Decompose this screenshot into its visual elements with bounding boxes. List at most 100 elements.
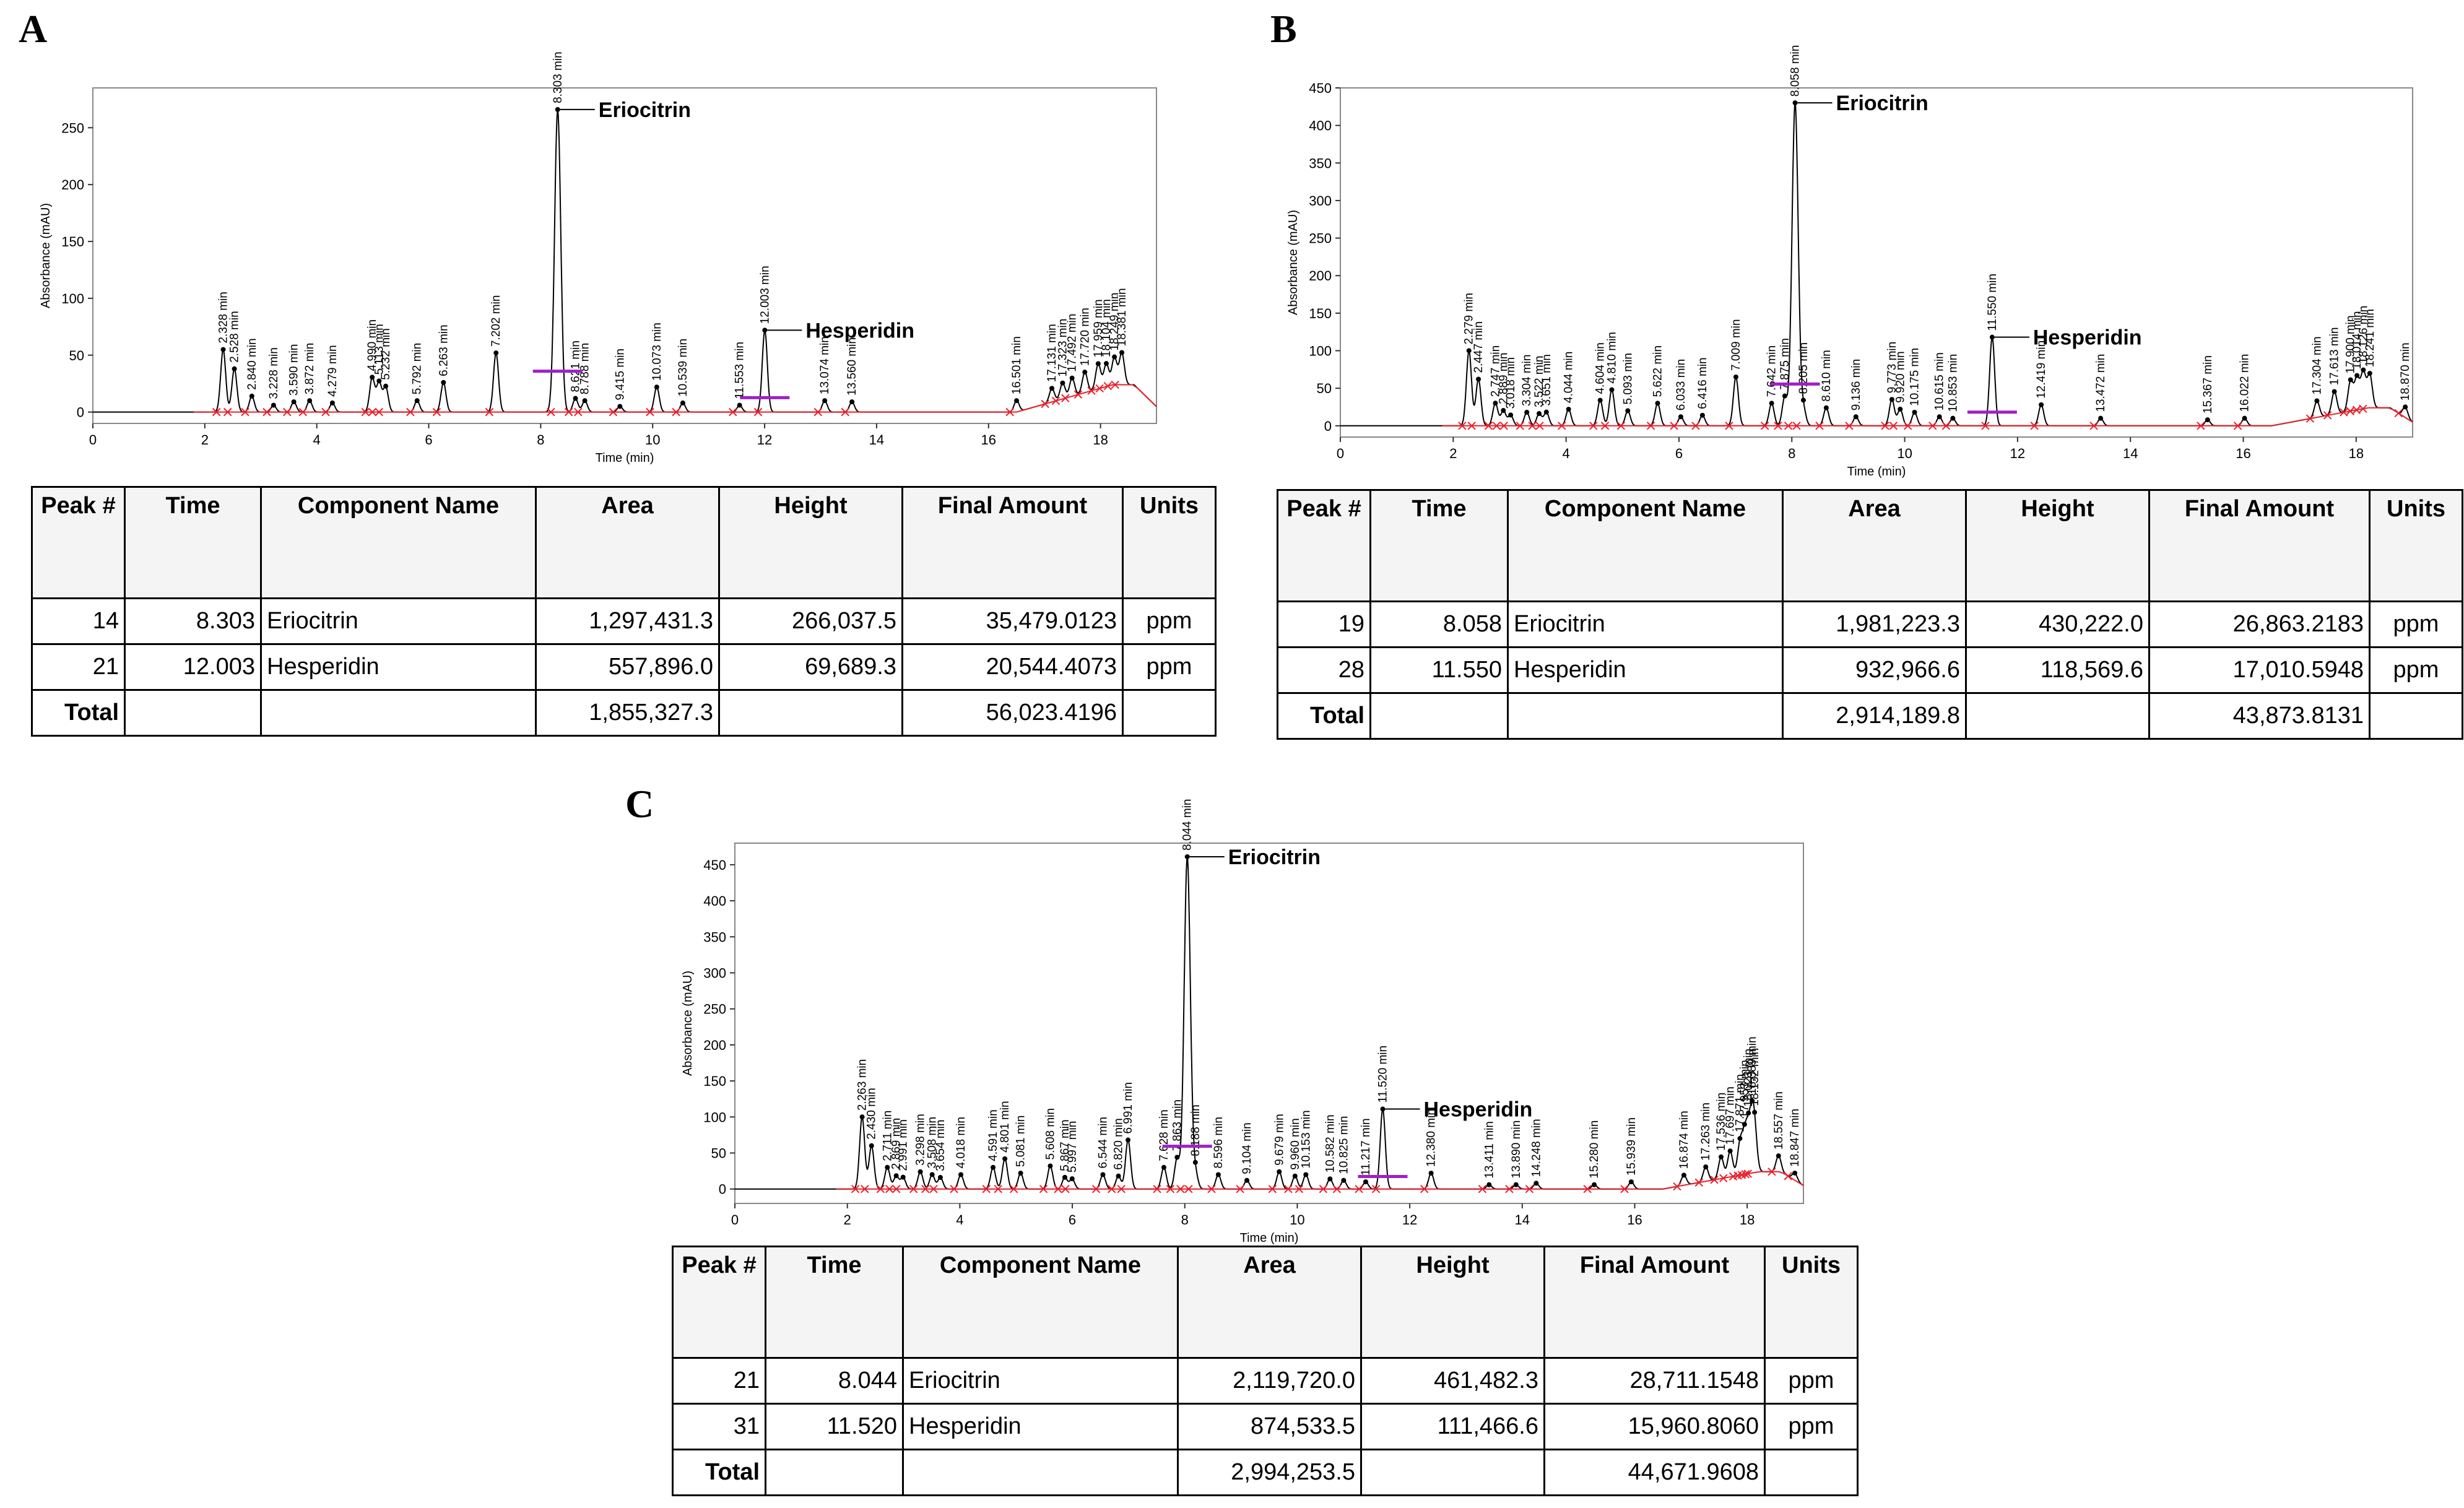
cell-time: 12.003 <box>124 643 262 691</box>
peak-time-label: 7.628 min <box>1158 1109 1171 1161</box>
peak-boundary-marker <box>1719 1174 1728 1182</box>
peak-boundary-marker <box>375 407 383 417</box>
peak-marker <box>822 398 828 404</box>
peak-marker <box>1597 397 1603 403</box>
peak-boundary-marker <box>1153 1185 1161 1194</box>
peak-time-label: 16.501 min <box>1010 336 1023 394</box>
y-tick-label: 50 <box>69 348 84 363</box>
peak-boundary-marker <box>876 1185 885 1194</box>
peak-marker <box>1678 414 1683 420</box>
cell-height: 430,222.0 <box>1965 600 2150 648</box>
peak-boundary-marker <box>1061 1185 1070 1194</box>
peak-boundary-marker <box>241 407 249 417</box>
peak-time-label: 17.613 min <box>2328 327 2341 386</box>
cell-height: 461,482.3 <box>1360 1357 1545 1405</box>
peak-boundary-marker <box>1467 422 1476 430</box>
peak-marker <box>249 393 254 399</box>
y-tick-label: 300 <box>1309 193 1332 209</box>
table-row: 21 8.044 Eriocitrin 2,119,720.0 461,482.… <box>672 1357 1859 1405</box>
peak-time-label: 6.820 min <box>1113 1118 1126 1169</box>
x-tick-label: 18 <box>1740 1212 1755 1228</box>
peak-boundary-marker <box>432 407 441 417</box>
peak-time-label: 9.415 min <box>614 349 627 400</box>
peak-time-label: 5.622 min <box>1651 345 1664 397</box>
peak-time-label: 8.044 min <box>1181 799 1194 850</box>
peak-time-label: 18.023 min <box>1742 1049 1755 1107</box>
peak-time-label: 4.604 min <box>1594 342 1607 394</box>
peak-time-label: 8.596 min <box>1212 1117 1225 1168</box>
peak-marker <box>1742 1122 1747 1127</box>
peak-boundary-marker <box>1268 1185 1277 1194</box>
peak-boundary-marker <box>672 407 680 417</box>
x-tick-label: 0 <box>89 432 97 448</box>
peak-time-label: 18.132 min <box>1748 1048 1761 1106</box>
x-tick-label: 16 <box>981 432 996 448</box>
peak-marker <box>2098 415 2104 421</box>
peak-marker <box>376 378 382 384</box>
peak-time-label: 13.560 min <box>846 337 859 396</box>
peak-marker <box>1095 361 1101 366</box>
peak-time-label: 17.323 min <box>1056 319 1069 377</box>
peak-boundary-marker <box>2346 407 2354 415</box>
peak-boundary-marker <box>2233 422 2242 430</box>
cell-area: 874,533.5 <box>1177 1403 1362 1450</box>
peak-marker <box>991 1164 996 1170</box>
peak-time-label: 11.520 min <box>1377 1046 1390 1103</box>
peak-boundary-marker <box>892 1185 901 1194</box>
cell-peak: 21 <box>31 643 126 691</box>
x-tick-label: 10 <box>645 432 660 448</box>
compound-label: Hesperidin <box>2033 326 2142 350</box>
peak-time-label: 17.263 min <box>1699 1103 1712 1161</box>
peak-marker <box>859 1114 865 1120</box>
integration-baseline <box>1442 407 2413 427</box>
cell-time: 11.520 <box>765 1403 904 1450</box>
peak-time-label: 5.232 min <box>380 328 393 379</box>
cell-units: ppm <box>2369 646 2463 694</box>
peak-marker <box>2348 377 2353 383</box>
peak-marker <box>414 398 420 404</box>
peak-time-label: 7.863 min <box>1171 1099 1184 1151</box>
peak-boundary-marker <box>1295 1185 1304 1194</box>
peak-marker <box>1363 1179 1368 1185</box>
x-tick-label: 6 <box>1069 1212 1076 1228</box>
peak-boundary-marker <box>1074 390 1083 399</box>
peak-time-label: 13.472 min <box>2094 354 2107 412</box>
table-total-row: Total 1,855,327.3 56,023.4196 <box>31 689 1217 737</box>
results-table-a: Peak # Time Component Name Area Height F… <box>31 486 1217 737</box>
cell-peak: 28 <box>1277 646 1371 694</box>
peak-time-label: 10.153 min <box>1299 1110 1312 1168</box>
table-row: 19 8.058 Eriocitrin 1,981,223.3 430,222.… <box>1277 600 2463 648</box>
peak-marker <box>2354 373 2360 378</box>
peak-marker <box>1912 409 1917 415</box>
peak-marker <box>1048 1163 1053 1169</box>
peak-marker <box>1069 1176 1075 1182</box>
peak-boundary-marker <box>813 407 823 417</box>
peak-boundary-marker <box>1111 380 1119 389</box>
peak-marker <box>1493 401 1498 406</box>
cell-peak: 19 <box>1277 600 1371 648</box>
peak-boundary-marker <box>609 407 618 417</box>
peak-marker <box>1823 405 1829 410</box>
x-axis-label: Time (min) <box>1240 1231 1299 1245</box>
peak-boundary-marker <box>1117 1185 1126 1194</box>
table-header-row: Peak # Time Component Name Area Height F… <box>672 1246 1859 1359</box>
cell-total-label: Total <box>672 1449 766 1496</box>
x-axis-label: Time (min) <box>596 451 654 465</box>
peak-boundary-marker <box>1525 1185 1534 1194</box>
peak-boundary-marker <box>1103 382 1112 391</box>
peak-marker <box>1800 397 1806 403</box>
peak-boundary-marker <box>1691 422 1700 430</box>
results-table-b: Peak # Time Component Name Area Height F… <box>1277 489 2463 740</box>
peak-boundary-marker <box>1207 1185 1216 1194</box>
peak-marker <box>1002 1156 1008 1161</box>
y-tick-label: 400 <box>1309 118 1332 134</box>
peak-time-label: 17.720 min <box>1078 308 1091 366</box>
col-area: Area <box>1782 489 1967 602</box>
cell-amount: 26,863.2183 <box>2148 600 2371 648</box>
peak-boundary-marker <box>1941 422 1951 430</box>
y-tick-label: 200 <box>1309 268 1332 284</box>
peak-time-label: 17.697 min <box>1724 1086 1737 1145</box>
cell-amount: 17,010.5948 <box>2148 646 2371 694</box>
peak-time-label: 4.591 min <box>987 1109 1000 1161</box>
peak-time-label: 5.093 min <box>1621 353 1634 404</box>
